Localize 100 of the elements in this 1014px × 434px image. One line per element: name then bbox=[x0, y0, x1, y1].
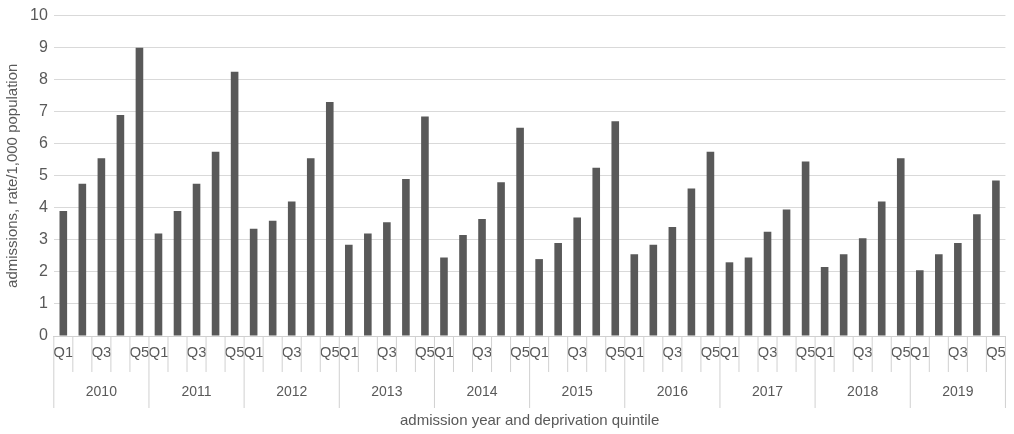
x-tick-label: Q5 bbox=[414, 343, 435, 361]
y-tick-label: 9 bbox=[38, 38, 48, 56]
bar bbox=[97, 158, 106, 336]
y-tick-label: 3 bbox=[38, 230, 48, 248]
bar bbox=[402, 179, 410, 336]
x-tick-label: Q3 bbox=[376, 343, 397, 361]
bar bbox=[592, 167, 601, 336]
bar bbox=[954, 243, 962, 336]
bar bbox=[896, 158, 905, 336]
text: 2018 bbox=[847, 382, 879, 399]
x-tick-label: Q1 bbox=[338, 343, 359, 361]
bar bbox=[763, 231, 772, 336]
bar bbox=[383, 222, 391, 336]
x-tick-label: Q3 bbox=[567, 343, 588, 361]
bar bbox=[268, 220, 277, 336]
bar bbox=[154, 233, 163, 336]
bar bbox=[440, 257, 448, 336]
x-tick-label: Q1 bbox=[719, 343, 740, 361]
bar bbox=[858, 238, 867, 336]
x-tick-label: Q5 bbox=[510, 343, 531, 361]
y-tick-label: 2 bbox=[38, 262, 48, 280]
x-tick-label: Q3 bbox=[186, 343, 207, 361]
text: 2013 bbox=[371, 382, 403, 399]
bar bbox=[725, 262, 734, 336]
bar bbox=[535, 259, 543, 336]
bar bbox=[611, 121, 620, 336]
text: 2019 bbox=[942, 382, 974, 399]
bar bbox=[287, 201, 296, 336]
y-tick-label: 4 bbox=[38, 198, 48, 216]
y-axis-title: admissions, rate/1,000 population bbox=[3, 63, 21, 288]
y-tick-label: 7 bbox=[38, 102, 48, 120]
bar bbox=[973, 214, 981, 336]
bar bbox=[554, 243, 562, 336]
x-tick-label: Q1 bbox=[909, 343, 930, 361]
bar bbox=[249, 228, 258, 336]
bar bbox=[801, 161, 810, 336]
bar bbox=[59, 211, 68, 336]
bar bbox=[497, 182, 505, 336]
bar bbox=[459, 235, 467, 336]
bar bbox=[516, 127, 524, 336]
x-tick-label: Q5 bbox=[985, 343, 1006, 361]
x-tick-label: Q5 bbox=[129, 343, 150, 361]
x-tick-label: Q3 bbox=[947, 343, 968, 361]
x-tick-label: Q3 bbox=[852, 343, 873, 361]
bar bbox=[364, 233, 372, 336]
bar bbox=[668, 227, 677, 336]
x-tick-label: Q3 bbox=[281, 343, 302, 361]
y-tick-label: 5 bbox=[38, 166, 48, 184]
bar bbox=[230, 71, 239, 336]
x-tick-label: Q1 bbox=[433, 343, 454, 361]
x-tick-label: Q1 bbox=[814, 343, 835, 361]
x-tick-label: Q5 bbox=[319, 343, 340, 361]
bar bbox=[877, 201, 886, 336]
text: 2015 bbox=[561, 382, 593, 399]
y-tick-label: 10 bbox=[30, 6, 48, 24]
x-tick-label: Q5 bbox=[605, 343, 626, 361]
bar bbox=[135, 47, 144, 336]
bar bbox=[345, 244, 353, 336]
bar bbox=[306, 158, 315, 336]
x-tick-label: Q1 bbox=[148, 343, 169, 361]
bar bbox=[211, 151, 220, 336]
bar bbox=[649, 244, 658, 336]
bar bbox=[687, 188, 696, 336]
x-axis-title: admission year and deprivation quintile bbox=[399, 411, 660, 429]
bar bbox=[782, 209, 791, 336]
text: 2011 bbox=[181, 382, 212, 399]
x-tick-label: Q3 bbox=[472, 343, 493, 361]
bar bbox=[325, 102, 334, 336]
x-tick-label: Q3 bbox=[662, 343, 683, 361]
x-tick-label: Q5 bbox=[700, 343, 721, 361]
bar bbox=[116, 114, 125, 336]
x-tick-label: Q1 bbox=[53, 343, 74, 361]
bar bbox=[421, 116, 429, 336]
x-tick-label: Q1 bbox=[243, 343, 264, 361]
bar bbox=[706, 151, 715, 336]
bar bbox=[820, 267, 829, 336]
bar bbox=[839, 254, 848, 336]
text: 2012 bbox=[276, 382, 308, 399]
text: 2017 bbox=[751, 382, 784, 399]
bar bbox=[992, 180, 1000, 336]
text: 2014 bbox=[466, 382, 498, 399]
bar bbox=[192, 183, 201, 336]
x-tick-label: Q5 bbox=[795, 343, 816, 361]
bar bbox=[915, 270, 924, 336]
y-tick-label: 6 bbox=[38, 134, 48, 152]
bar bbox=[478, 219, 486, 336]
x-tick-label: Q5 bbox=[224, 343, 245, 361]
bar bbox=[173, 211, 182, 336]
bar bbox=[573, 217, 581, 336]
bar bbox=[78, 183, 87, 336]
x-tick-label: Q3 bbox=[757, 343, 778, 361]
y-tick-label: 8 bbox=[38, 70, 48, 88]
x-tick-label: Q1 bbox=[529, 343, 550, 361]
x-tick-label: Q3 bbox=[91, 343, 112, 361]
bar bbox=[744, 257, 753, 336]
text: 2010 bbox=[85, 382, 118, 399]
text: 2016 bbox=[656, 382, 689, 399]
x-tick-label: Q1 bbox=[624, 343, 645, 361]
y-tick-label: 0 bbox=[38, 326, 48, 344]
y-tick-label: 1 bbox=[38, 294, 48, 312]
